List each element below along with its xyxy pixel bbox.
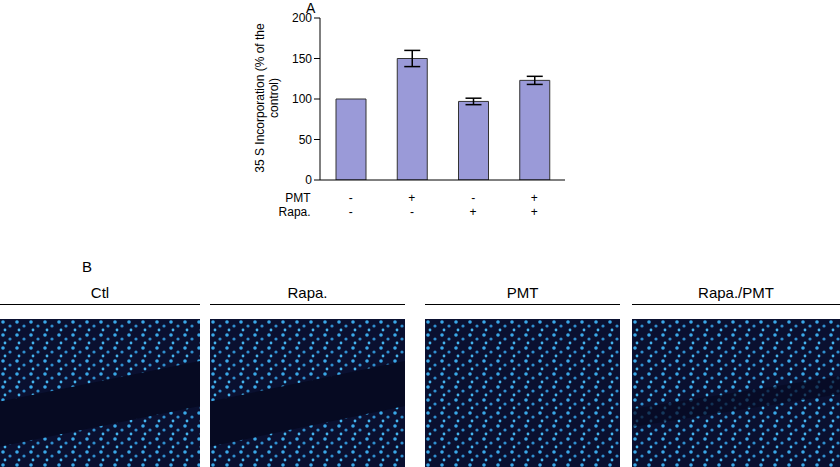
- html-text:A: A: [306, 0, 316, 16]
- svg-text:+: +: [531, 191, 538, 205]
- svg-text:0: 0: [305, 173, 312, 187]
- svg-text:PMT: PMT: [285, 191, 311, 205]
- svg-text:150: 150: [292, 52, 312, 66]
- html-text:Rapa.: Rapa.: [287, 284, 328, 301]
- svg-text:-: -: [349, 191, 353, 205]
- html-text:PMT: PMT: [506, 284, 539, 301]
- html-text:Rapa./PMT: Rapa./PMT: [698, 284, 774, 301]
- html-text:Ctl: Ctl: [90, 284, 110, 301]
- svg-text:100: 100: [292, 92, 312, 106]
- svg-text:50: 50: [299, 133, 313, 147]
- svg-text:+: +: [531, 205, 538, 219]
- svg-text:-: -: [349, 205, 353, 219]
- svg-text:200: 200: [292, 11, 312, 25]
- svg-text:-: -: [410, 205, 414, 219]
- svg-text:-: -: [471, 191, 475, 205]
- html-text:35 S Incorporation (% of the c: 35 S Incorporation (% of the control): [253, 23, 281, 173]
- svg-text:+: +: [408, 191, 415, 205]
- svg-text:+: +: [470, 205, 477, 219]
- svg-text:Rapa.: Rapa.: [279, 205, 311, 219]
- html-text:B: B: [82, 258, 92, 275]
